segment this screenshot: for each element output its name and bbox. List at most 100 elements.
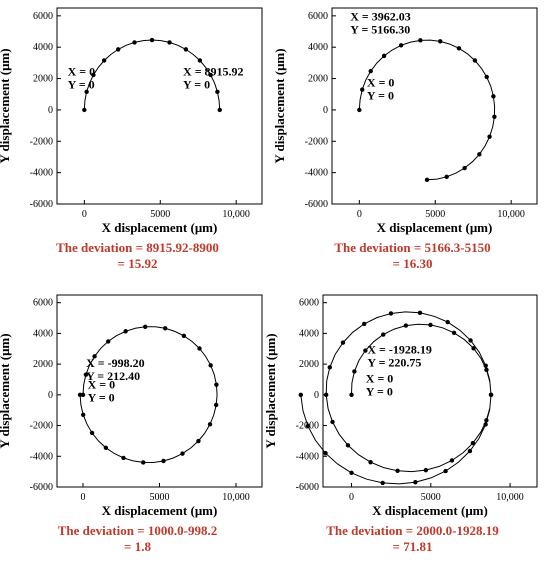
trajectory-point	[207, 422, 213, 427]
point-annotation: Y = 212.40	[86, 369, 140, 383]
trajectory-point	[418, 38, 423, 43]
point-annotation: Y = 0	[366, 385, 393, 399]
x-axis-label: X displacement (μm)	[372, 503, 488, 518]
deviation-line: = 16.30	[392, 256, 433, 271]
point-annotation: Y = 0	[367, 88, 394, 102]
chart-panel-1: 6000 4000 2000 0 -2000 -4000 -6000 0 5000 10,000 X…	[0, 0, 275, 285]
trajectory-point	[381, 53, 387, 59]
y-tick-label: 0	[323, 105, 328, 116]
trajectory-point	[403, 323, 409, 328]
trajectory-point	[483, 363, 488, 368]
y-tick-label: 0	[314, 390, 319, 401]
trajectory-point	[438, 39, 443, 44]
deviation-line: = 71.81	[392, 539, 433, 554]
chart-panel-3: 6000 4000 2000 0 -2000 -4000 -6000 0 5000 10,000 X…	[0, 285, 275, 569]
trajectory-point	[470, 440, 476, 446]
point-annotation: Y = 0	[68, 77, 95, 91]
trajectory-point	[77, 392, 83, 398]
y-tick-label: 4000	[308, 42, 328, 53]
y-tick-label: -2000	[30, 421, 53, 432]
trajectory-point	[491, 94, 496, 99]
trajectory-point	[167, 40, 172, 45]
x-tick-label: 10,000	[222, 492, 250, 503]
trajectory-point	[141, 460, 146, 465]
point-annotation: X = 3962.03	[350, 10, 411, 24]
deviation-line: The deviation = 8915.92-8900	[56, 240, 219, 255]
trajectory-point	[449, 458, 455, 463]
trajectory-point	[357, 107, 362, 113]
x-tick-label: 5000	[150, 492, 170, 503]
trajectory-point	[106, 339, 111, 344]
y-axis-label: Y displacement (μm)	[0, 333, 12, 448]
trajectory-point	[214, 382, 219, 387]
trajectory-point	[180, 451, 185, 456]
trajectory-point	[92, 354, 97, 359]
trajectory-point	[163, 326, 168, 331]
trajectory-point	[467, 448, 473, 454]
trajectory-point	[423, 467, 429, 473]
x-tick-label: 5000	[425, 209, 445, 220]
point-annotation: X = 0	[68, 64, 96, 78]
trajectory-point	[487, 134, 492, 139]
trajectory-point	[363, 348, 368, 353]
y-tick-label: 2000	[33, 74, 53, 85]
point-annotation: Y = 0	[183, 77, 210, 91]
point-annotation: X = 8915.92	[183, 64, 244, 78]
trajectory-point	[161, 458, 166, 464]
trajectory-point	[89, 430, 95, 436]
trajectory-point	[345, 443, 351, 448]
plot-frame	[322, 294, 538, 488]
plot-frame	[331, 7, 538, 205]
y-tick-label: -6000	[30, 482, 53, 493]
trajectory-point	[121, 455, 126, 461]
trajectory-line	[79, 326, 218, 464]
trajectory-point	[349, 392, 354, 398]
trajectory-point	[298, 392, 304, 398]
trajectory-point	[84, 89, 89, 95]
trajectory-line	[300, 311, 492, 485]
deviation-line: The deviation = 2000.0-1928.19	[326, 523, 499, 538]
trajectory-point	[196, 438, 201, 444]
trajectory-point	[368, 68, 373, 74]
trajectory-point	[143, 324, 148, 329]
y-tick-label: -6000	[30, 199, 53, 210]
trajectory-point	[477, 152, 482, 157]
chart-panel-4: 6000400020000-2000-4000-60000500010,000X…	[263, 285, 550, 569]
trajectory-point	[103, 445, 109, 450]
trajectory-point	[428, 322, 433, 328]
y-tick-label: 0	[48, 105, 53, 116]
trajectory-point	[181, 333, 187, 338]
y-tick-label: -6000	[296, 482, 319, 493]
trajectory-point	[197, 346, 202, 351]
trajectory-point	[81, 412, 86, 417]
trajectory-point	[395, 468, 400, 474]
y-tick-label: 4000	[33, 42, 53, 53]
trajectory-point	[327, 365, 332, 370]
trajectory-point	[424, 177, 430, 183]
chart-panel-2: 6000 4000 2000 0 -2000 -4000 -6000 0 5000 10,000 X…	[272, 0, 550, 285]
trajectory-point	[368, 460, 373, 465]
deviation-line: The deviation = 5166.3-5150	[334, 240, 491, 255]
plot-svg: 6000400020000-2000-4000-60000500010,000X…	[296, 294, 538, 503]
trajectory-point	[484, 367, 489, 373]
trajectory-point	[417, 310, 423, 316]
trajectory-point	[208, 363, 213, 368]
x-axis-label: X displacement (μm)	[101, 503, 218, 518]
y-tick-label: -4000	[30, 451, 53, 462]
trajectory-point	[213, 402, 219, 408]
y-tick-label: 6000	[308, 11, 328, 22]
trajectory-point	[215, 89, 220, 95]
trajectory-point	[323, 451, 328, 456]
deviation-line: = 1.8	[124, 539, 151, 554]
x-tick-label: 10,000	[222, 209, 250, 220]
trajectory-point	[471, 346, 476, 351]
y-tick-label: 4000	[33, 328, 53, 339]
y-tick-label: 6000	[33, 11, 53, 22]
trajectory-point	[362, 321, 367, 327]
x-tick-label: 0	[357, 209, 362, 220]
y-tick-label: 2000	[308, 74, 328, 85]
x-tick-label: 10,000	[496, 492, 524, 503]
y-axis-label: Y displacement (μm)	[272, 48, 287, 164]
